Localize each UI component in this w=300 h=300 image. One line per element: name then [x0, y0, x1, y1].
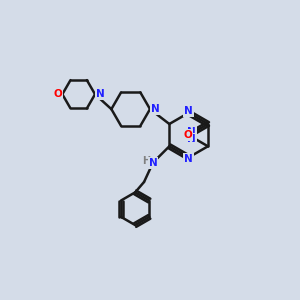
Text: H: H	[142, 156, 151, 166]
Text: N: N	[148, 158, 158, 168]
Text: N: N	[187, 127, 196, 136]
Text: N: N	[184, 154, 193, 164]
Text: N: N	[151, 104, 160, 114]
Text: N: N	[184, 106, 193, 116]
Text: O: O	[53, 89, 62, 99]
Text: N: N	[96, 89, 105, 99]
Text: N: N	[187, 134, 196, 144]
Text: O: O	[184, 130, 192, 140]
